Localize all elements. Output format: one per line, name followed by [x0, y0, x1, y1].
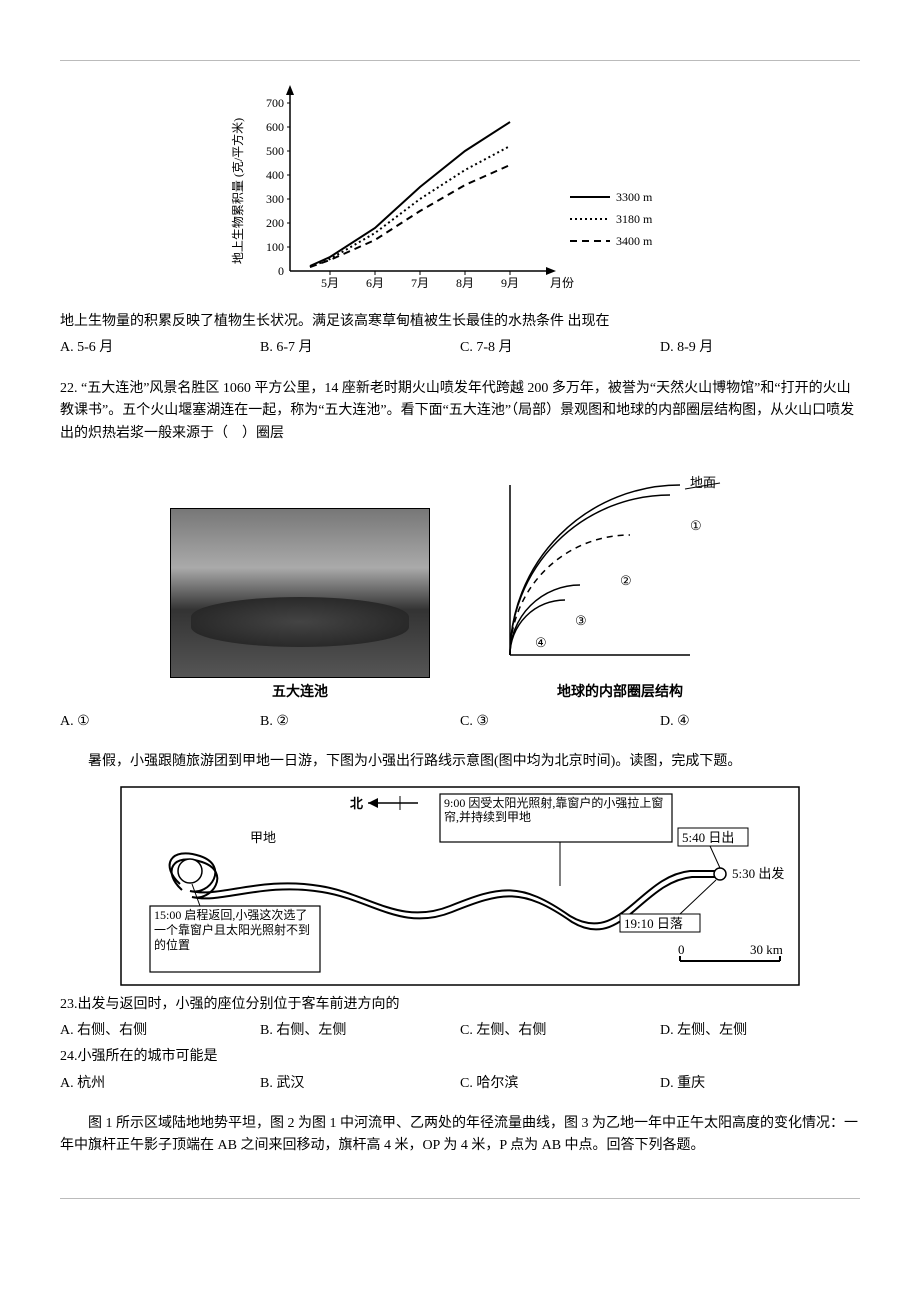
- svg-text:300: 300: [266, 192, 284, 206]
- bottom-rule: [60, 1198, 860, 1199]
- q24-opt-c: C. 哈尔滨: [460, 1073, 660, 1095]
- svg-text:700: 700: [266, 96, 284, 110]
- svg-text:北: 北: [350, 796, 363, 811]
- svg-text:②: ②: [620, 573, 632, 588]
- q21-options: A. 5-6 月 B. 6-7 月 C. 7-8 月 D. 8-9 月: [60, 337, 860, 359]
- landscape-image: [170, 508, 430, 678]
- q21-opt-b: B. 6-7 月: [260, 337, 460, 359]
- q24-opt-a: A. 杭州: [60, 1073, 260, 1095]
- svg-text:3300 m: 3300 m: [616, 190, 653, 204]
- svg-text:8月: 8月: [456, 276, 474, 290]
- route-diagram: 北 甲地 9:00 因受太阳光照射,靠窗户的小强拉上窗帘,并持续到甲地 5:40…: [60, 786, 860, 986]
- q24-number: 24.: [60, 1049, 78, 1064]
- q24-options: A. 杭州 B. 武汉 C. 哈尔滨 D. 重庆: [60, 1073, 860, 1095]
- q21-stem: 地上生物量的积累反映了植物生长状况。满足该高寒草甸植被生长最佳的水热条件 出现在: [60, 311, 860, 333]
- q22-figures: 五大连池 地面 ① ② ③ ④: [60, 475, 860, 705]
- q23-stem: 23.出发与返回时，小强的座位分别位于客车前进方向的: [60, 994, 860, 1016]
- svg-text:30 km: 30 km: [750, 942, 783, 957]
- svg-text:0: 0: [278, 264, 284, 278]
- svg-text:③: ③: [575, 613, 587, 628]
- svg-text:6月: 6月: [366, 276, 384, 290]
- final-stem: 图 1 所示区域陆地地势平坦，图 2 为图 1 中河流甲、乙两处的年径流量曲线，…: [60, 1113, 860, 1158]
- q21-opt-c: C. 7-8 月: [460, 337, 660, 359]
- svg-text:600: 600: [266, 120, 284, 134]
- svg-text:月份: 月份: [550, 276, 574, 290]
- q24-opt-d: D. 重庆: [660, 1073, 860, 1095]
- svg-text:7月: 7月: [411, 276, 429, 290]
- svg-text:0: 0: [678, 942, 685, 957]
- q23-opt-d: D. 左侧、左侧: [660, 1020, 860, 1042]
- q22-stem: 22. “五大连池”风景名胜区 1060 平方公里，14 座新老时期火山喷发年代…: [60, 378, 860, 445]
- wudalianchi-photo: 五大连池: [170, 508, 430, 704]
- q22-opt-c: C. ③: [460, 711, 660, 733]
- q22-opt-a: A. ①: [60, 711, 260, 733]
- svg-text:①: ①: [690, 518, 702, 533]
- svg-text:200: 200: [266, 216, 284, 230]
- q22-opt-d: D. ④: [660, 711, 860, 733]
- q22-number: 22.: [60, 381, 78, 396]
- svg-text:3180 m: 3180 m: [616, 212, 653, 226]
- biomass-chart: 地上生物累积量 (克/平方米) 0 100 200 300 400 500 60…: [60, 81, 860, 301]
- y-axis-label: 地上生物累积量 (克/平方米): [230, 118, 245, 264]
- q23-number: 23.: [60, 997, 78, 1012]
- q22-opt-b: B. ②: [260, 711, 460, 733]
- q23-opt-b: B. 右侧、左侧: [260, 1020, 460, 1042]
- svg-text:100: 100: [266, 240, 284, 254]
- fig2-caption: 地球的内部圈层结构: [490, 682, 750, 704]
- fig1-caption: 五大连池: [170, 682, 430, 704]
- svg-text:5:40 日出: 5:40 日出: [682, 830, 734, 845]
- q23-opt-a: A. 右侧、右侧: [60, 1020, 260, 1042]
- earth-layers-diagram: 地面 ① ② ③ ④ 地球的内部圈层结构: [490, 475, 750, 705]
- q23-opt-c: C. 左侧、右侧: [460, 1020, 660, 1042]
- q23-options: A. 右侧、右侧 B. 右侧、左侧 C. 左侧、右侧 D. 左侧、左侧: [60, 1020, 860, 1042]
- q22-options: A. ① B. ② C. ③ D. ④: [60, 711, 860, 733]
- svg-text:500: 500: [266, 144, 284, 158]
- svg-text:5月: 5月: [321, 276, 339, 290]
- q21-opt-d: D. 8-9 月: [660, 337, 860, 359]
- svg-text:400: 400: [266, 168, 284, 182]
- svg-text:3400 m: 3400 m: [616, 234, 653, 248]
- route-intro: 暑假，小强跟随旅游团到甲地一日游，下图为小强出行路线示意图(图中均为北京时间)。…: [60, 751, 860, 773]
- svg-text:9月: 9月: [501, 276, 519, 290]
- q24-stem: 24.小强所在的城市可能是: [60, 1046, 860, 1068]
- svg-text:19:10 日落: 19:10 日落: [624, 916, 683, 931]
- top-rule: [60, 60, 860, 61]
- svg-text:5:30 出发: 5:30 出发: [732, 866, 784, 881]
- q24-opt-b: B. 武汉: [260, 1073, 460, 1095]
- svg-text:④: ④: [535, 635, 547, 650]
- svg-text:甲地: 甲地: [250, 830, 276, 845]
- q21-opt-a: A. 5-6 月: [60, 337, 260, 359]
